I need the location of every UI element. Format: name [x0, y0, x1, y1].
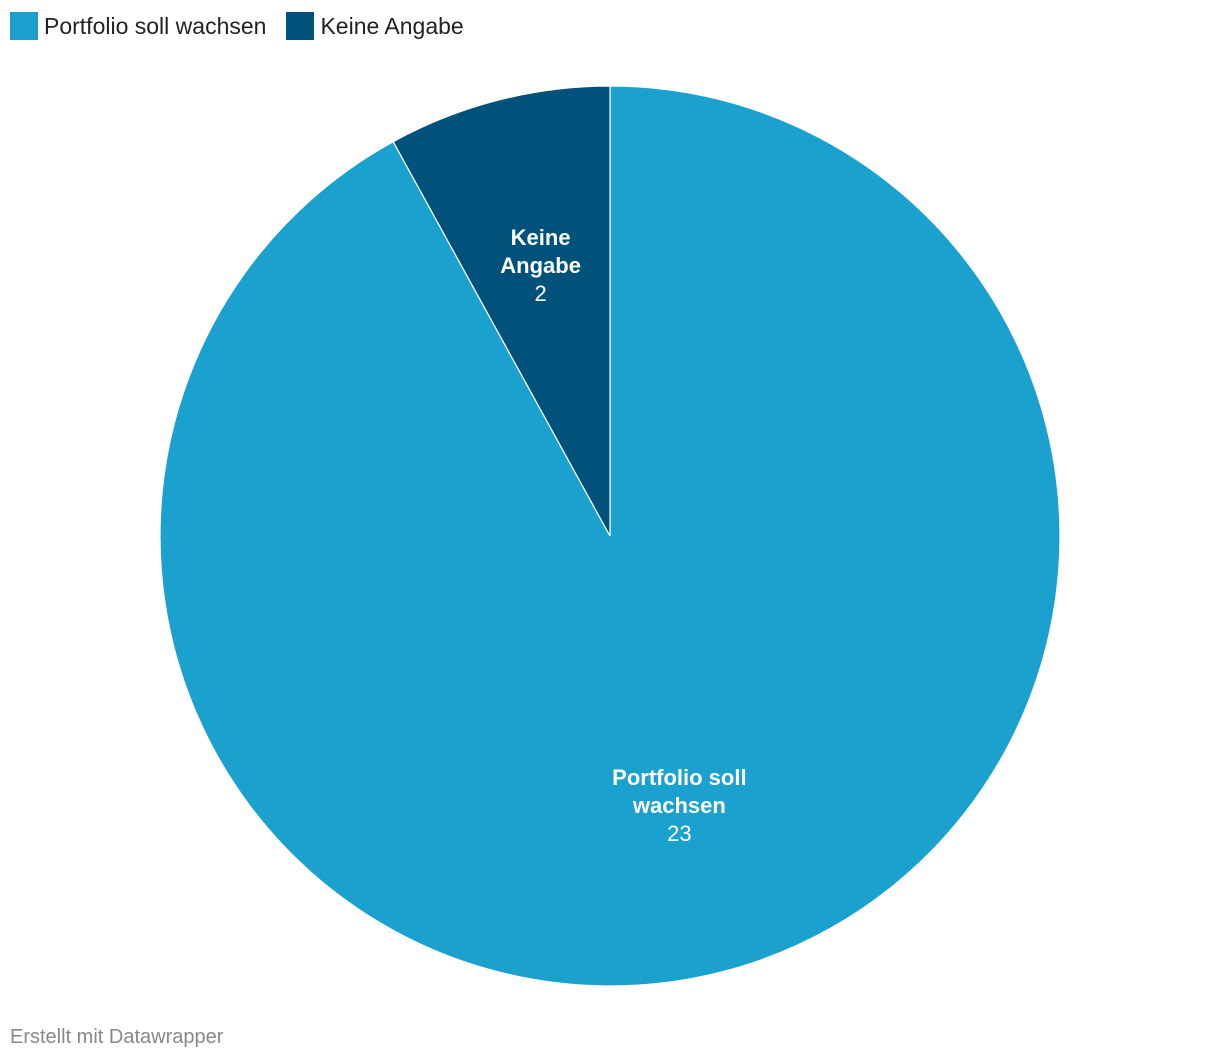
credit: Erstellt mit Datawrapper	[10, 1026, 224, 1048]
legend-item: Portfolio soll wachsen	[10, 12, 266, 40]
legend-swatch	[10, 12, 38, 40]
slice-value: 23	[667, 821, 692, 847]
legend-label: Portfolio soll wachsen	[44, 12, 267, 39]
slice-value: 2	[534, 280, 547, 306]
slice-name: Portfolio soll wachsen	[612, 765, 747, 819]
pie-slice	[392, 85, 611, 537]
slice-label: Keine Angabe 2	[491, 224, 591, 308]
legend: Portfolio soll wachsen Keine Angabe	[10, 12, 464, 40]
legend-label: Keine Angabe	[320, 12, 464, 39]
slice-name: Keine Angabe	[500, 224, 581, 278]
slice-label: Portfolio soll wachsen 23	[599, 764, 759, 848]
legend-swatch	[286, 12, 315, 40]
legend-item: Keine Angabe	[286, 12, 464, 40]
